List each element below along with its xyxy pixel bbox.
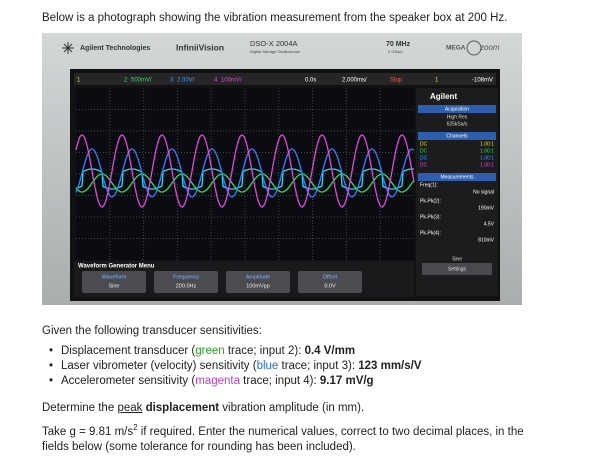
channel-probe: 1.00:1 [480, 162, 494, 168]
menu-value: Sine [108, 283, 119, 289]
menu-label: Frequency [173, 274, 199, 280]
rate: 2 GSa/s [388, 49, 402, 54]
text: trace; input 2): [224, 345, 305, 357]
panel-header-text: Channels [446, 133, 468, 139]
panel-logo: Agilent [430, 92, 457, 101]
measure-value: 190mV [478, 205, 495, 211]
text: trace; input 4): [239, 375, 320, 387]
status-text: 3 [170, 78, 174, 84]
menu-value: 0.0V [324, 283, 336, 289]
value: 9.17 mV/g [319, 375, 374, 387]
status-text: -108mV [472, 78, 493, 84]
menu-label: Waveform [102, 274, 127, 280]
text: trace; input 3): [278, 360, 359, 372]
text: Laser vibrometer (velocity) sensitivity … [61, 360, 257, 372]
zoom-ring [466, 40, 482, 56]
list-item: Laser vibrometer (velocity) sensitivity … [42, 359, 422, 374]
settings-button [422, 263, 492, 275]
status-text: 4 [214, 78, 218, 84]
channel-coupling: DC [420, 162, 428, 168]
panel-text: 625kSa/s [447, 121, 468, 127]
channel-coupling: DC [420, 148, 428, 154]
measure-name: Freq(1): [420, 182, 438, 188]
model-sub: Digital Storage Oscilloscope [250, 49, 301, 54]
text: Accelerometer sensitivity ( [61, 375, 196, 387]
zoom: zoom [479, 43, 500, 52]
status-text: Stop [390, 78, 403, 84]
measure-value: 4.5V [484, 221, 495, 227]
status-text: 2 [124, 78, 128, 84]
panel-header [418, 173, 496, 181]
measure-value: No signal [473, 189, 494, 195]
status-text: 500mV/ [131, 78, 152, 84]
model: DSO-X 2004A [250, 39, 298, 48]
status-bar [74, 73, 496, 85]
menu-title: Waveform Generator Menu [78, 264, 155, 270]
panel-text: High Res [447, 114, 468, 120]
status-text: 2.00V/ [177, 78, 195, 84]
panel-header [418, 105, 496, 113]
superscript: 2 [133, 423, 138, 432]
task: Determine the peak displacement vibratio… [42, 401, 364, 416]
text: displacement [142, 402, 220, 414]
channel-probe: 1.00:1 [480, 148, 494, 154]
text: peak [117, 402, 143, 414]
text: blue [256, 360, 279, 372]
channel-probe: 1.00:1 [480, 141, 494, 147]
waveforms [75, 134, 415, 208]
intro: Below is a photograph showing the vibrat… [42, 12, 508, 24]
channel-coupling: DC [420, 141, 428, 147]
text: Displacement transducer ( [61, 345, 196, 357]
value: 0.4 V/mm [304, 345, 356, 357]
status-text: 1 [77, 78, 81, 84]
menu-label: Amplitude [246, 274, 270, 280]
measure-name: Pk-Pk(4): [420, 230, 441, 236]
text: vibration amplitude (in mm). [219, 402, 365, 414]
series: InfiniiVision [176, 42, 224, 52]
mega: MEGA [446, 45, 466, 52]
value: 123 mm/s/V [358, 360, 422, 372]
measure-name: Pk-Pk(2): [420, 198, 441, 204]
status-text: 1 [435, 78, 439, 84]
panel-header-text: Acquisition [445, 106, 469, 112]
menu-button [82, 271, 146, 293]
text: if required. Enter the numerical values,… [42, 425, 524, 453]
measure-value: 810mV [478, 237, 495, 243]
measure-name: Pk-Pk(3): [420, 214, 441, 220]
status-text: 100mV/ [221, 78, 242, 84]
status-text: 0.0s [305, 78, 316, 84]
menu-value: 100mVpp [246, 283, 270, 289]
list-item: Accelerometer sensitivity (magenta trace… [42, 374, 422, 389]
panel-header [418, 132, 496, 140]
list-item: Displacement transducer (green trace; in… [42, 344, 422, 359]
text: Determine the [42, 402, 118, 414]
oscilloscope-photo: Agilent Technologies InfiniiVision DSO-X… [42, 33, 522, 305]
blue-trace [75, 148, 415, 198]
given: Given the following transducer sensitivi… [42, 325, 262, 337]
brand: Agilent Technologies [80, 45, 150, 52]
menu-value: 200.0Hz [176, 283, 197, 289]
panel-header-text: Measurements [440, 174, 474, 180]
menu-button [226, 271, 290, 293]
settings-text: Settings [448, 266, 467, 272]
text: Take g = 9.81 m/s [42, 425, 134, 438]
status-text: 2.000ms/ [342, 78, 367, 84]
text: magenta [195, 375, 240, 387]
bandwidth: 70 MHz [386, 41, 411, 48]
menu-label: Offset [323, 274, 338, 280]
channel-coupling: DC [420, 155, 428, 161]
channel-probe: 1.00:1 [480, 155, 494, 161]
side-panel [416, 88, 498, 296]
menu-button [298, 271, 362, 293]
panel-text: Sine [452, 256, 462, 262]
text: green [195, 345, 225, 357]
magenta-trace [75, 134, 415, 208]
grid [76, 88, 414, 260]
menu-button [154, 271, 218, 293]
sensitivity-list: Displacement transducer (green trace; in… [42, 344, 422, 389]
screen-text: 1 2 500mV/3 2.00V/4 100mV/0.0s 2.000ms/Stop 1 -… [77, 78, 496, 293]
star-logo [62, 42, 74, 54]
note: Take g = 9.81 m/s2 if required. Enter th… [42, 420, 542, 455]
